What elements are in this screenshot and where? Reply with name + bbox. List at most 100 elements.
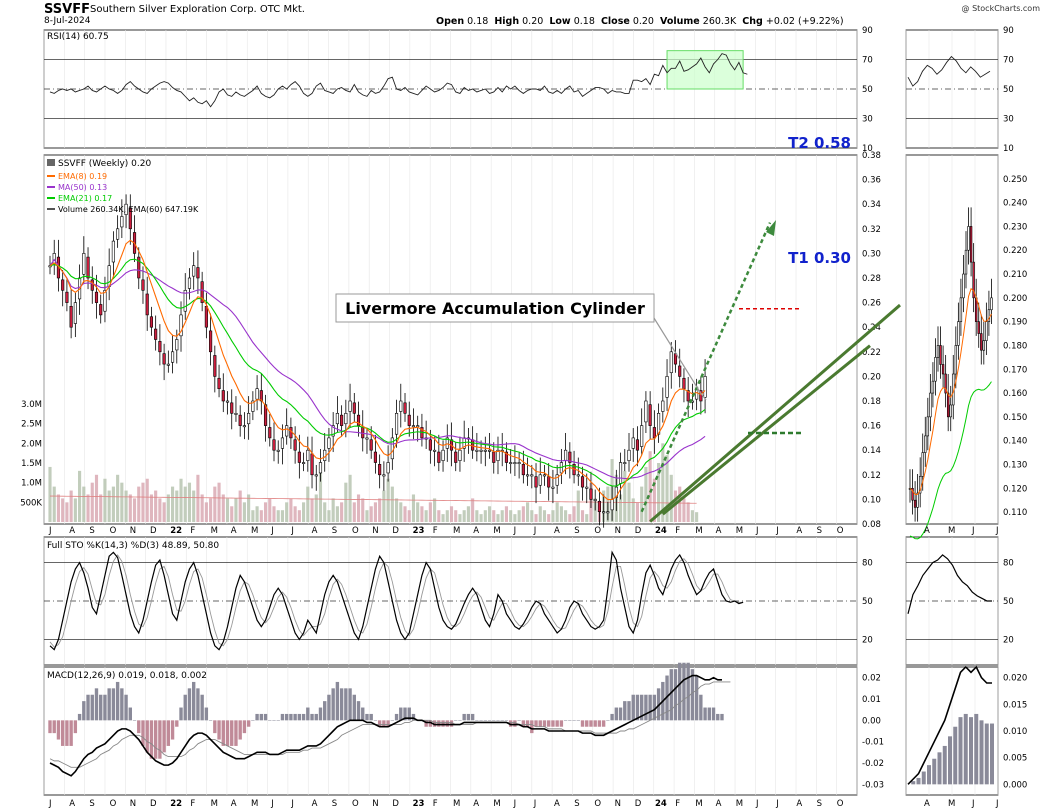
- candle-body: [542, 474, 547, 477]
- volume-bar: [369, 506, 373, 522]
- candle-body: [238, 414, 242, 426]
- inset-macd-histogram-bar: [927, 765, 931, 785]
- macd-histogram-bar: [377, 720, 382, 727]
- candle-body: [640, 425, 644, 447]
- overlay-legend: EMA(8) 0.19: [58, 172, 107, 181]
- inset-candle-body: [962, 273, 965, 299]
- inset-candle-body: [974, 297, 978, 322]
- macd-histogram-bar: [445, 720, 449, 727]
- volume-bar: [504, 506, 509, 522]
- annotation-box: [335, 293, 655, 323]
- volume-bar: [61, 498, 65, 522]
- macd-histogram-bar: [339, 688, 344, 721]
- candle-body: [230, 402, 234, 414]
- macd-histogram-bar: [365, 713, 369, 721]
- price-x-tick: J: [755, 526, 759, 536]
- macd-histogram-bar: [217, 720, 221, 740]
- macd-y-tick: 0.01: [862, 695, 881, 705]
- macd-histogram-bar: [124, 694, 128, 721]
- macd-histogram-bar: [297, 713, 302, 721]
- macd-histogram-bar: [373, 720, 378, 721]
- candle-body: [251, 400, 255, 412]
- volume-bar: [238, 490, 242, 522]
- chart-header: SSVFF Southern Silver Exploration Corp. …: [0, 0, 1050, 30]
- macd-histogram-bar: [585, 720, 589, 727]
- macd-histogram-bar: [234, 720, 238, 746]
- volume-bar: [335, 506, 339, 522]
- volume-bar: [441, 514, 445, 522]
- inset-candle-body: [918, 476, 922, 494]
- volume-bar: [128, 494, 132, 522]
- candle-body: [661, 400, 665, 412]
- volume-bar: [399, 502, 403, 522]
- rsi-y-tick: 30: [862, 115, 873, 125]
- candle-body: [255, 388, 259, 400]
- price-x-tick: S: [89, 526, 94, 536]
- price-y-tick: 0.16: [862, 422, 881, 432]
- candle-body: [137, 256, 141, 279]
- candle-body: [585, 486, 589, 489]
- macd-histogram-bar: [601, 720, 606, 727]
- candle-body: [196, 267, 200, 279]
- macd-histogram-bar: [428, 720, 433, 727]
- price-y-tick: 0.36: [862, 176, 881, 186]
- inset-candle-body: [987, 309, 991, 322]
- volume-bar: [526, 502, 530, 522]
- volume-bar: [462, 510, 466, 522]
- macd-histogram-bar: [158, 720, 162, 759]
- volume-bar: [48, 466, 52, 522]
- volume-bar: [166, 494, 170, 522]
- macd-x-tick: D: [150, 799, 157, 809]
- macd-histogram-bar: [145, 720, 149, 753]
- price-x-tick: A: [473, 526, 479, 536]
- macd-histogram-bar: [82, 701, 86, 721]
- macd-x-tick: A: [554, 799, 560, 809]
- volume-bar: [293, 506, 297, 522]
- macd-histogram-bar: [382, 720, 386, 727]
- macd-histogram-bar: [449, 720, 454, 727]
- trendline-support: [649, 303, 901, 523]
- macd-histogram-bar: [707, 707, 711, 721]
- candle-body: [314, 474, 318, 477]
- candle-body: [547, 476, 551, 488]
- candle-body: [551, 486, 555, 489]
- macd-x-tick: M: [211, 799, 218, 809]
- inset-rsi-y-tick: 90: [1003, 26, 1014, 36]
- macd-histogram-bar: [644, 694, 648, 721]
- volume-bar: [340, 502, 344, 522]
- macd-x-tick: J: [755, 799, 759, 809]
- macd-histogram-bar: [103, 694, 107, 721]
- inset-macd-histogram-bar: [937, 752, 942, 785]
- macd-x-tick: O: [837, 799, 844, 809]
- volume-bar: [403, 506, 407, 522]
- macd-histogram-bar: [673, 669, 678, 721]
- macd-histogram-bar: [432, 720, 437, 727]
- candle-body: [382, 474, 386, 477]
- inset-x-tick: J: [971, 526, 975, 536]
- chg-value: +0.02 (+9.22%): [765, 16, 844, 27]
- price-x-tick: O: [837, 526, 844, 536]
- candle-body: [682, 377, 686, 389]
- candle-body: [90, 279, 94, 291]
- price-x-tick: J: [533, 526, 537, 536]
- macd-histogram-bar: [196, 688, 200, 721]
- inset-macd-histogram-bar: [932, 758, 937, 785]
- volume-bar: [90, 482, 94, 522]
- macd-histogram-bar: [424, 720, 428, 727]
- overlay-legend: Volume 260.34K, EMA(60) 647.19K: [58, 205, 199, 214]
- candle-body: [170, 351, 175, 363]
- inset-candle-body: [972, 261, 975, 299]
- macd-y-tick: 0.02: [862, 674, 881, 684]
- volume-bar: [162, 502, 166, 522]
- candle-body: [73, 302, 77, 324]
- candle-body: [276, 449, 280, 452]
- macd-x-tick: M: [453, 799, 460, 809]
- inset-macd-histogram-bar: [953, 726, 958, 785]
- volume-tick: 500K: [20, 498, 42, 508]
- macd-histogram-bar: [314, 713, 318, 721]
- overlay-legend: EMA(21) 0.17: [58, 194, 112, 203]
- macd-x-tick: 23: [413, 799, 425, 809]
- price-y-tick: 0.38: [862, 151, 881, 161]
- macd-histogram-bar: [77, 713, 82, 721]
- macd-histogram-bar: [255, 713, 259, 721]
